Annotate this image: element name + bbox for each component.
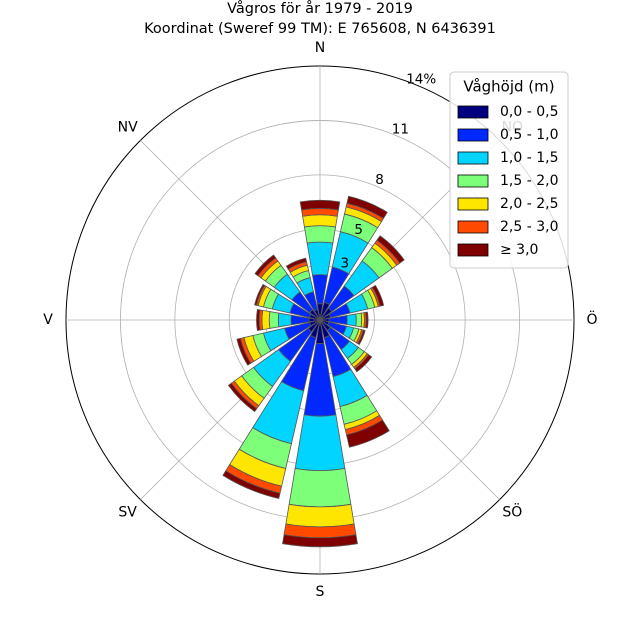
wind-rose-bars [222, 195, 405, 548]
legend-entry-label: 2,0 - 2,5 [500, 196, 558, 212]
bar-segment [354, 354, 373, 373]
bar-segment [236, 337, 252, 366]
legend-entry-label: 1,5 - 2,0 [500, 173, 558, 189]
legend-entry-label: ≥ 3,0 [500, 242, 538, 258]
direction-label: SÖ [502, 502, 522, 520]
bar-segment [294, 414, 346, 471]
bar-segment [357, 329, 366, 346]
direction-label: S [316, 584, 325, 600]
radial-tick-label: 5 [354, 222, 363, 238]
radial-tick-label: 11 [392, 122, 409, 138]
legend-swatch [457, 128, 489, 142]
legend-entry-label: 0,5 - 1,0 [500, 127, 558, 143]
legend-box [449, 71, 569, 269]
bar-segment [282, 534, 358, 548]
bar-segment [376, 235, 405, 264]
bar-segment [346, 313, 357, 327]
radial-tick-labels: 3 5 8 11 14% [341, 71, 437, 271]
bar-segment [302, 214, 338, 228]
chart-subtitle: Koordinat (Sweref 99 TM): E 765608, N 64… [144, 21, 496, 37]
bar-segment [355, 312, 363, 328]
bar-segment [346, 195, 388, 220]
bar-segment [299, 199, 341, 211]
legend-swatch [457, 151, 489, 165]
radial-tick-label: 8 [375, 172, 384, 188]
bar-segment [268, 311, 280, 329]
bar-segment [371, 284, 385, 307]
legend-entry-label: 0,0 - 0,5 [500, 104, 558, 120]
legend-swatch [457, 243, 489, 257]
radial-tick-label: 14% [406, 71, 436, 87]
bar-segment [261, 309, 271, 331]
legend-entry-label: 2,5 - 3,0 [500, 219, 558, 235]
legend-swatch [457, 105, 489, 119]
direction-label: SV [118, 504, 137, 520]
legend-title: Våghöjd (m) [463, 78, 554, 96]
bar-segment [222, 470, 281, 500]
chart-title: Vågros för år 1979 - 2019 [227, 0, 413, 17]
bar-segment [303, 225, 337, 244]
direction-label: Ö [586, 310, 597, 328]
bar-segment [306, 241, 334, 276]
legend: Våghöjd (m) 0,0 - 0,5 0,5 - 1,0 1,0 - 1,5 1,… [449, 71, 569, 269]
direction-label: V [43, 312, 53, 328]
bar-segment [254, 283, 266, 306]
radial-tick-label: 3 [341, 256, 350, 272]
legend-swatch [457, 220, 489, 234]
bar-segment [227, 382, 258, 413]
bar-segment [256, 309, 261, 331]
bar-segment [346, 419, 390, 448]
legend-entry-label: 1,0 - 1,5 [500, 150, 558, 166]
bar-segment [288, 468, 352, 508]
direction-label: NV [118, 120, 138, 136]
bar-segment [365, 311, 369, 329]
bar-segment [254, 254, 277, 277]
legend-swatch [457, 174, 489, 188]
legend-swatch [457, 197, 489, 211]
bar-segment [285, 257, 308, 270]
bar-segment [285, 503, 355, 528]
direction-label: N [315, 40, 325, 56]
bar-segment [301, 208, 339, 217]
bar-segment [277, 312, 292, 328]
